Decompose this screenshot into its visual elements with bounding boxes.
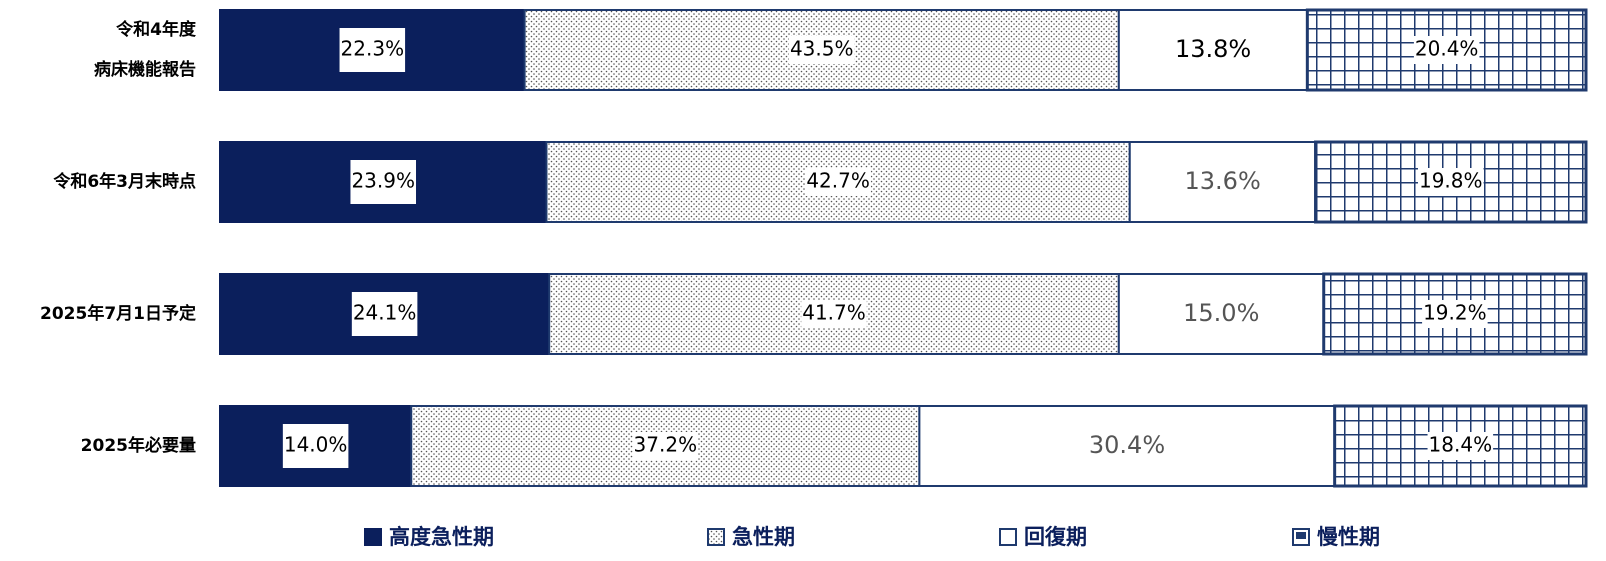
data-label: 20.4% [1415, 37, 1479, 61]
data-label-bg [1417, 168, 1484, 196]
legend-label: 回復期 [1024, 525, 1087, 549]
data-label: 37.2% [634, 433, 698, 457]
data-label: 43.5% [790, 37, 854, 61]
data-label: 14.0% [284, 433, 348, 457]
data-label-bg [1427, 432, 1494, 460]
bar-segment [1128, 141, 1317, 223]
data-label-bg [632, 432, 699, 460]
data-label: 19.2% [1423, 301, 1487, 325]
legend-swatch-inner [1296, 532, 1306, 539]
y-tick-label: 令和6年3月末時点 [53, 172, 196, 192]
data-label: 24.1% [353, 301, 417, 325]
data-label-bg [339, 28, 406, 72]
data-label: 42.7% [806, 169, 870, 193]
legend-item: 回復期 [999, 525, 1087, 549]
legend-label: 慢性期 [1317, 525, 1380, 549]
data-label: 13.8% [1175, 35, 1251, 63]
data-label: 18.4% [1429, 433, 1493, 457]
legend-label: 急性期 [732, 525, 795, 549]
bar-segment [219, 141, 548, 223]
data-label: 22.3% [341, 37, 405, 61]
data-label-bg [1413, 36, 1480, 64]
data-label: 15.0% [1183, 299, 1259, 327]
legend-swatch [707, 528, 725, 546]
data-label-bg [805, 168, 871, 196]
bar-segment [918, 405, 1336, 487]
data-label-bg [1422, 300, 1488, 328]
legend-label: 高度急性期 [389, 525, 494, 549]
bar-segment [1117, 273, 1325, 355]
data-label-bg [788, 36, 855, 64]
y-tick-label: 2025年7月1日予定 [40, 304, 196, 324]
legend-item: 慢性期 [1292, 525, 1380, 549]
data-label: 13.6% [1185, 167, 1261, 195]
data-label: 19.8% [1419, 169, 1483, 193]
data-label: 23.9% [351, 169, 415, 193]
legend-swatch [999, 528, 1017, 546]
data-label-bg [350, 160, 417, 204]
data-label: 30.4% [1089, 431, 1165, 459]
y-tick-label: 令和4年度 病床機能報告 [94, 20, 196, 80]
legend-item: 高度急性期 [364, 525, 494, 549]
data-label-bg [801, 300, 867, 328]
legend-item: 急性期 [707, 525, 795, 549]
data-label-bg [282, 424, 349, 468]
y-tick-label: 2025年必要量 [80, 436, 196, 456]
data-label: 41.7% [802, 301, 866, 325]
data-label-bg [351, 292, 418, 336]
legend-swatch [364, 528, 382, 546]
